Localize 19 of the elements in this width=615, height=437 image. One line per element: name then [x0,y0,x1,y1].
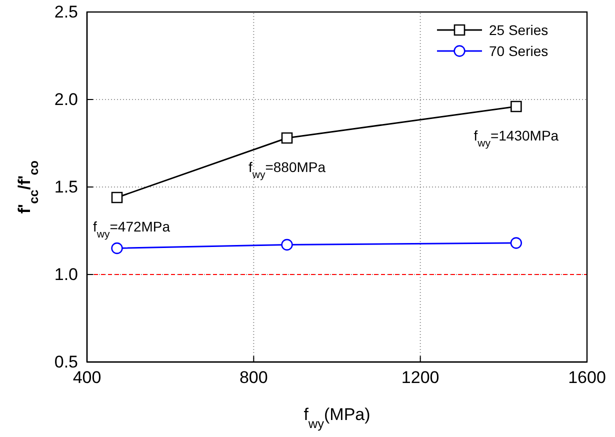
point [281,238,293,251]
point [281,132,293,144]
y-tick-label: 2.5 [54,2,78,22]
point [510,237,522,249]
x-axis-title: f$_{wy}$(MPa) [304,405,370,430]
point [111,192,123,204]
y-tick-label: 1.0 [54,264,78,284]
annotation: f$_{wy}$=1430MPa [474,128,559,150]
annotation: f$_{wy}$=472MPa [93,218,170,240]
point [111,242,123,254]
y-tick-label: 2.0 [54,90,78,109]
x-tick-label: 1600 [568,368,606,388]
y-tick-label: 1.5 [54,177,78,196]
point [510,100,522,112]
x-tick-label: 1200 [401,368,440,388]
legend-label: 70 Series [489,43,548,59]
annotation: f$_{wy}$=880MPa [248,159,326,181]
x-tick-label: 800 [239,368,268,388]
legend-label: 25 Series [489,22,548,38]
